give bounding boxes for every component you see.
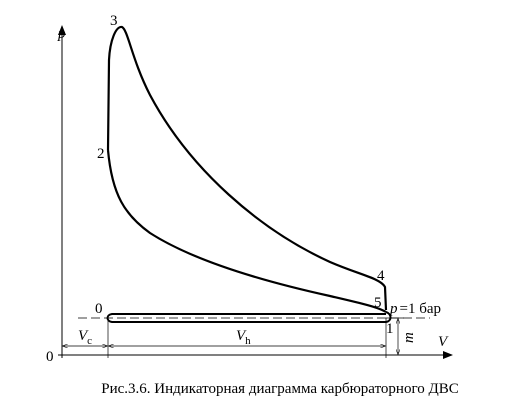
point-label: 0 — [95, 301, 103, 317]
y-axis-label: p — [57, 26, 66, 42]
vc-label: Vc — [78, 328, 92, 347]
point-label: 1 — [386, 321, 394, 337]
x-axis-label: V — [438, 334, 449, 350]
point-label: 4 — [377, 268, 385, 284]
origin-label: 0 — [46, 349, 54, 365]
m-label: m — [401, 332, 417, 343]
point-label: 5 — [374, 295, 382, 311]
point-label: 3 — [110, 13, 118, 29]
gas-exchange-loop — [106, 311, 392, 323]
expansion-curve — [106, 25, 388, 311]
point-label: 2 — [97, 146, 105, 162]
caption: Рис.3.6. Индикаторная диаграмма карбюрат… — [101, 381, 458, 397]
atmosphere-label: p =1 бар — [389, 301, 441, 317]
compression-curve — [106, 149, 387, 313]
vh-label: Vh — [236, 328, 251, 347]
